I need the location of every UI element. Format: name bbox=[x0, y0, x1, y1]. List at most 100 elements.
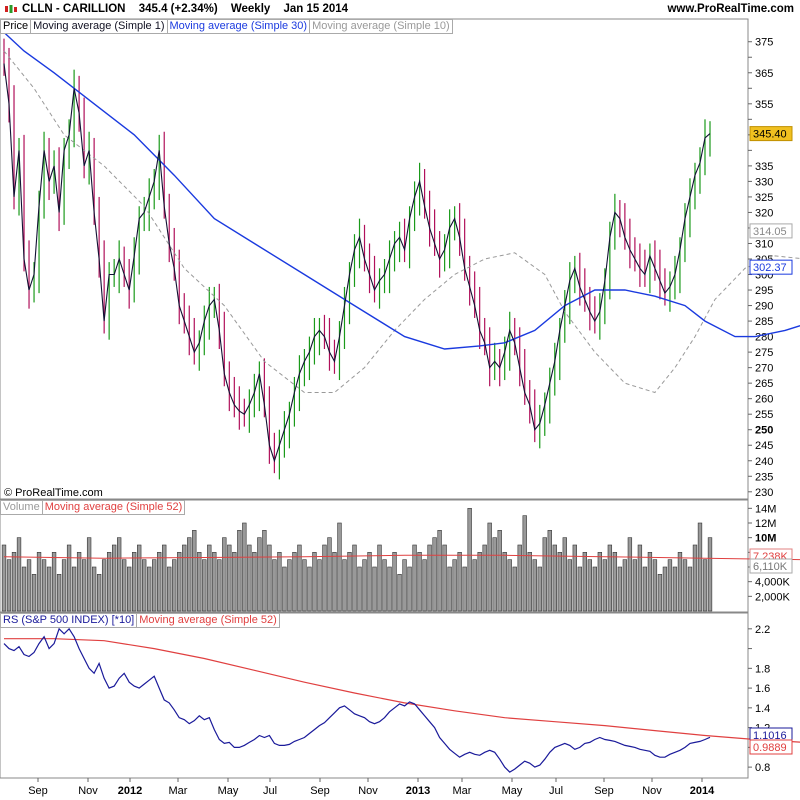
price-y-tick-label: 255 bbox=[755, 409, 773, 421]
volume-bar bbox=[212, 552, 217, 612]
volume-bar bbox=[347, 552, 352, 612]
credit-text: © ProRealTime.com bbox=[4, 487, 103, 499]
price-y-tick-label: 295 bbox=[755, 285, 773, 297]
rs-panel-frame bbox=[0, 612, 749, 779]
volume-bar bbox=[492, 537, 497, 612]
candlestick-logo-icon bbox=[5, 5, 17, 13]
volume-bar bbox=[31, 574, 37, 612]
price-y-tick-label: 285 bbox=[755, 316, 773, 328]
volume-y-tick-label: 12M bbox=[755, 518, 776, 530]
volume-bar bbox=[227, 544, 232, 612]
volume-bar bbox=[702, 559, 708, 612]
volume-bar bbox=[237, 530, 242, 612]
volume-bar bbox=[467, 508, 472, 612]
volume-bar bbox=[232, 552, 237, 612]
volume-bar bbox=[427, 544, 432, 612]
volume-bar bbox=[577, 566, 582, 612]
volume-bar bbox=[327, 537, 332, 612]
volume-bar bbox=[292, 552, 297, 612]
volume-bar bbox=[81, 559, 87, 612]
site-link[interactable]: www.ProRealTime.com bbox=[667, 3, 794, 15]
volume-bar bbox=[367, 552, 372, 612]
volume-bar bbox=[397, 574, 402, 612]
legend-price[interactable]: Price bbox=[0, 19, 32, 34]
volume-bar bbox=[457, 552, 462, 612]
volume-bar bbox=[592, 566, 598, 612]
volume-bar bbox=[517, 544, 522, 612]
price-y-tick-label: 310 bbox=[755, 238, 773, 250]
volume-bar bbox=[317, 559, 322, 612]
volume-bar bbox=[96, 574, 102, 612]
volume-bar bbox=[597, 552, 603, 612]
legend-ma30[interactable]: Moving average (Simple 30) bbox=[166, 19, 311, 34]
volume-y-tick-label: 4,000K bbox=[755, 577, 791, 589]
volume-bar bbox=[352, 544, 357, 612]
volume-legend: Volume Moving average (Simple 52) bbox=[0, 500, 186, 515]
volume-y-tick-label: 14M bbox=[755, 503, 776, 515]
volume-bar bbox=[452, 559, 457, 612]
price-y-tick-label: 365 bbox=[755, 68, 773, 80]
x-tick-label: Sep bbox=[310, 785, 330, 797]
volume-bar bbox=[272, 559, 277, 612]
ma10-last-label: 314.05 bbox=[753, 226, 787, 238]
volume-bar bbox=[106, 552, 112, 612]
volume-bar bbox=[617, 566, 623, 612]
chart-header: CLLN - CARILLION 345.4 (+2.34%) Weekly J… bbox=[0, 0, 800, 19]
volume-bar bbox=[392, 552, 397, 612]
volume-bar bbox=[527, 552, 532, 612]
volume-bar bbox=[507, 559, 512, 612]
volume-bar bbox=[202, 559, 207, 612]
volume-bar bbox=[512, 566, 517, 612]
volume-bar bbox=[1, 544, 7, 612]
volume-bar bbox=[172, 559, 177, 612]
volume-bar bbox=[257, 537, 262, 612]
volume-bar bbox=[11, 552, 17, 612]
x-tick-label: Sep bbox=[28, 785, 48, 797]
volume-last-label: 6,110K bbox=[753, 561, 788, 573]
x-tick-label: 2013 bbox=[406, 785, 430, 797]
volume-bar bbox=[637, 544, 643, 612]
volume-bar bbox=[21, 566, 27, 612]
volume-bar bbox=[56, 574, 62, 612]
legend-volume-ma52[interactable]: Moving average (Simple 52) bbox=[41, 500, 186, 515]
volume-bar bbox=[692, 544, 698, 612]
rs-y-tick-label: 1.6 bbox=[755, 683, 770, 695]
price-y-tick-label: 290 bbox=[755, 301, 773, 313]
volume-bar bbox=[157, 552, 162, 612]
x-tick-label: 2012 bbox=[118, 785, 142, 797]
legend-ma1[interactable]: Moving average (Simple 1) bbox=[30, 19, 168, 34]
volume-bar bbox=[132, 552, 137, 612]
ma30-last-label: 302.37 bbox=[753, 262, 787, 274]
x-tick-label: Mar bbox=[453, 785, 472, 797]
legend-rs-ma52[interactable]: Moving average (Simple 52) bbox=[136, 613, 280, 628]
volume-bar bbox=[632, 559, 638, 612]
volume-bar bbox=[177, 552, 182, 612]
volume-bar bbox=[162, 544, 167, 612]
volume-bar bbox=[572, 544, 577, 612]
price-change: 345.4 (+2.34%) bbox=[138, 3, 218, 15]
volume-bar bbox=[537, 566, 542, 612]
volume-bar bbox=[557, 552, 562, 612]
last-price-label: 345.40 bbox=[753, 129, 787, 141]
volume-bar bbox=[372, 566, 377, 612]
volume-bar bbox=[497, 530, 502, 612]
volume-bar bbox=[612, 552, 618, 612]
x-tick-label: 2014 bbox=[690, 785, 715, 797]
x-tick-label: May bbox=[502, 785, 523, 797]
volume-bar bbox=[262, 530, 267, 612]
legend-ma10[interactable]: Moving average (Simple 10) bbox=[309, 19, 453, 34]
volume-bar bbox=[657, 574, 663, 612]
volume-bar bbox=[302, 559, 307, 612]
volume-bar bbox=[127, 566, 132, 612]
price-y-tick-label: 265 bbox=[755, 378, 773, 390]
legend-volume[interactable]: Volume bbox=[0, 500, 43, 515]
legend-rs[interactable]: RS (S&P 500 INDEX) [*10] bbox=[0, 613, 138, 628]
price-y-tick-label: 375 bbox=[755, 37, 773, 49]
volume-bar bbox=[247, 544, 252, 612]
volume-bar bbox=[477, 552, 482, 612]
volume-bar bbox=[677, 552, 683, 612]
volume-bar bbox=[267, 544, 272, 612]
volume-bar bbox=[567, 559, 572, 612]
volume-bar bbox=[86, 537, 92, 612]
volume-bar bbox=[46, 566, 52, 612]
